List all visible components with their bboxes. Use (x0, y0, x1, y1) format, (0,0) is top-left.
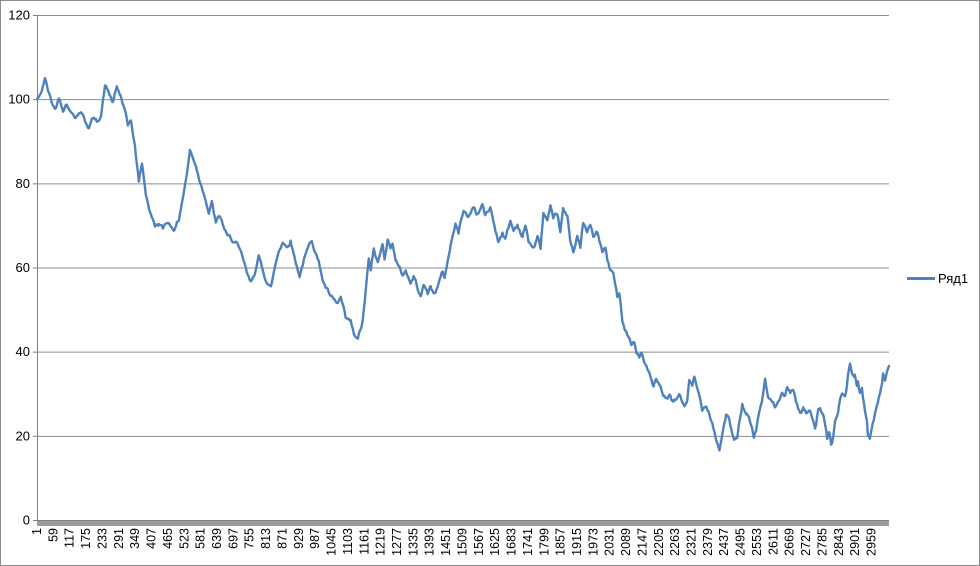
legend-line-swatch (907, 277, 935, 280)
x-axis-label-2147: 2147 (635, 528, 649, 556)
x-axis-label-1161: 1161 (357, 528, 371, 555)
x-axis-label-2901: 2901 (848, 528, 862, 556)
x-axis-label-1799: 1799 (537, 528, 551, 556)
x-axis-label-175: 175 (79, 528, 93, 549)
x-axis-label-233: 233 (95, 528, 109, 549)
x-axis-label-639: 639 (210, 528, 224, 549)
y-axis-label-100: 100 (8, 92, 30, 107)
x-axis-label-465: 465 (161, 528, 175, 549)
x-axis-label-2379: 2379 (701, 528, 715, 556)
x-axis-label-2727: 2727 (799, 528, 813, 556)
x-axis-label-2669: 2669 (783, 528, 797, 556)
x-axis-label-2843: 2843 (832, 528, 846, 556)
x-axis-label-1045: 1045 (325, 528, 339, 556)
x-axis-label-929: 929 (292, 528, 306, 549)
y-axis-label-20: 20 (16, 428, 30, 443)
x-axis-label-1277: 1277 (390, 528, 404, 556)
x-axis-label-2553: 2553 (750, 528, 764, 556)
y-axis-label-60: 60 (16, 260, 30, 275)
legend: Ряд1 (907, 272, 968, 285)
x-axis-label-755: 755 (243, 528, 257, 549)
x-axis-label-813: 813 (259, 528, 273, 549)
x-axis-label-1567: 1567 (472, 528, 486, 556)
x-axis-label-407: 407 (145, 528, 159, 549)
x-axis-label-1973: 1973 (586, 528, 600, 556)
x-axis-label-2321: 2321 (685, 528, 699, 556)
legend-series-label: Ряд1 (938, 271, 969, 286)
x-axis-label-1393: 1393 (423, 528, 437, 556)
series-line (35, 76, 891, 452)
y-axis-label-120: 120 (8, 8, 30, 23)
x-axis-label-1103: 1103 (341, 528, 355, 555)
x-axis-label-1509: 1509 (455, 528, 469, 556)
y-axis-label-80: 80 (16, 176, 30, 191)
x-axis-label-2205: 2205 (652, 528, 666, 556)
x-axis-label-2959: 2959 (865, 528, 879, 556)
x-axis-label-1625: 1625 (488, 528, 502, 556)
x-axis-label-59: 59 (46, 528, 60, 542)
x-axis-label-2437: 2437 (717, 528, 731, 556)
x-axis-label-1335: 1335 (406, 528, 420, 556)
x-axis-label-1857: 1857 (554, 528, 568, 556)
x-axis-label-2263: 2263 (668, 528, 682, 556)
x-axis-tick-band (37, 521, 889, 526)
x-axis-label-349: 349 (128, 528, 142, 549)
x-axis-label-2089: 2089 (619, 528, 633, 556)
x-axis-label-871: 871 (275, 528, 289, 549)
x-axis-label-1915: 1915 (570, 528, 584, 556)
x-axis-label-2031: 2031 (603, 528, 617, 556)
x-axis-label-2785: 2785 (815, 528, 829, 556)
y-axis-label-0: 0 (23, 513, 30, 528)
x-axis-label-523: 523 (177, 528, 191, 549)
x-axis-label-2611: 2611 (766, 528, 780, 555)
x-axis-label-697: 697 (226, 528, 240, 549)
x-axis-label-987: 987 (308, 528, 322, 549)
x-axis-label-1219: 1219 (374, 528, 388, 556)
x-axis-label-581: 581 (194, 528, 208, 549)
x-axis-label-2495: 2495 (734, 528, 748, 556)
x-axis-label-1683: 1683 (505, 528, 519, 556)
x-axis-label-291: 291 (112, 528, 126, 549)
x-axis-label-1741: 1741 (521, 528, 535, 556)
x-axis-label-1: 1 (30, 528, 44, 535)
x-axis-label-117: 117 (63, 528, 77, 548)
x-axis-label-1451: 1451 (439, 528, 453, 556)
y-axis-label-40: 40 (16, 344, 30, 359)
